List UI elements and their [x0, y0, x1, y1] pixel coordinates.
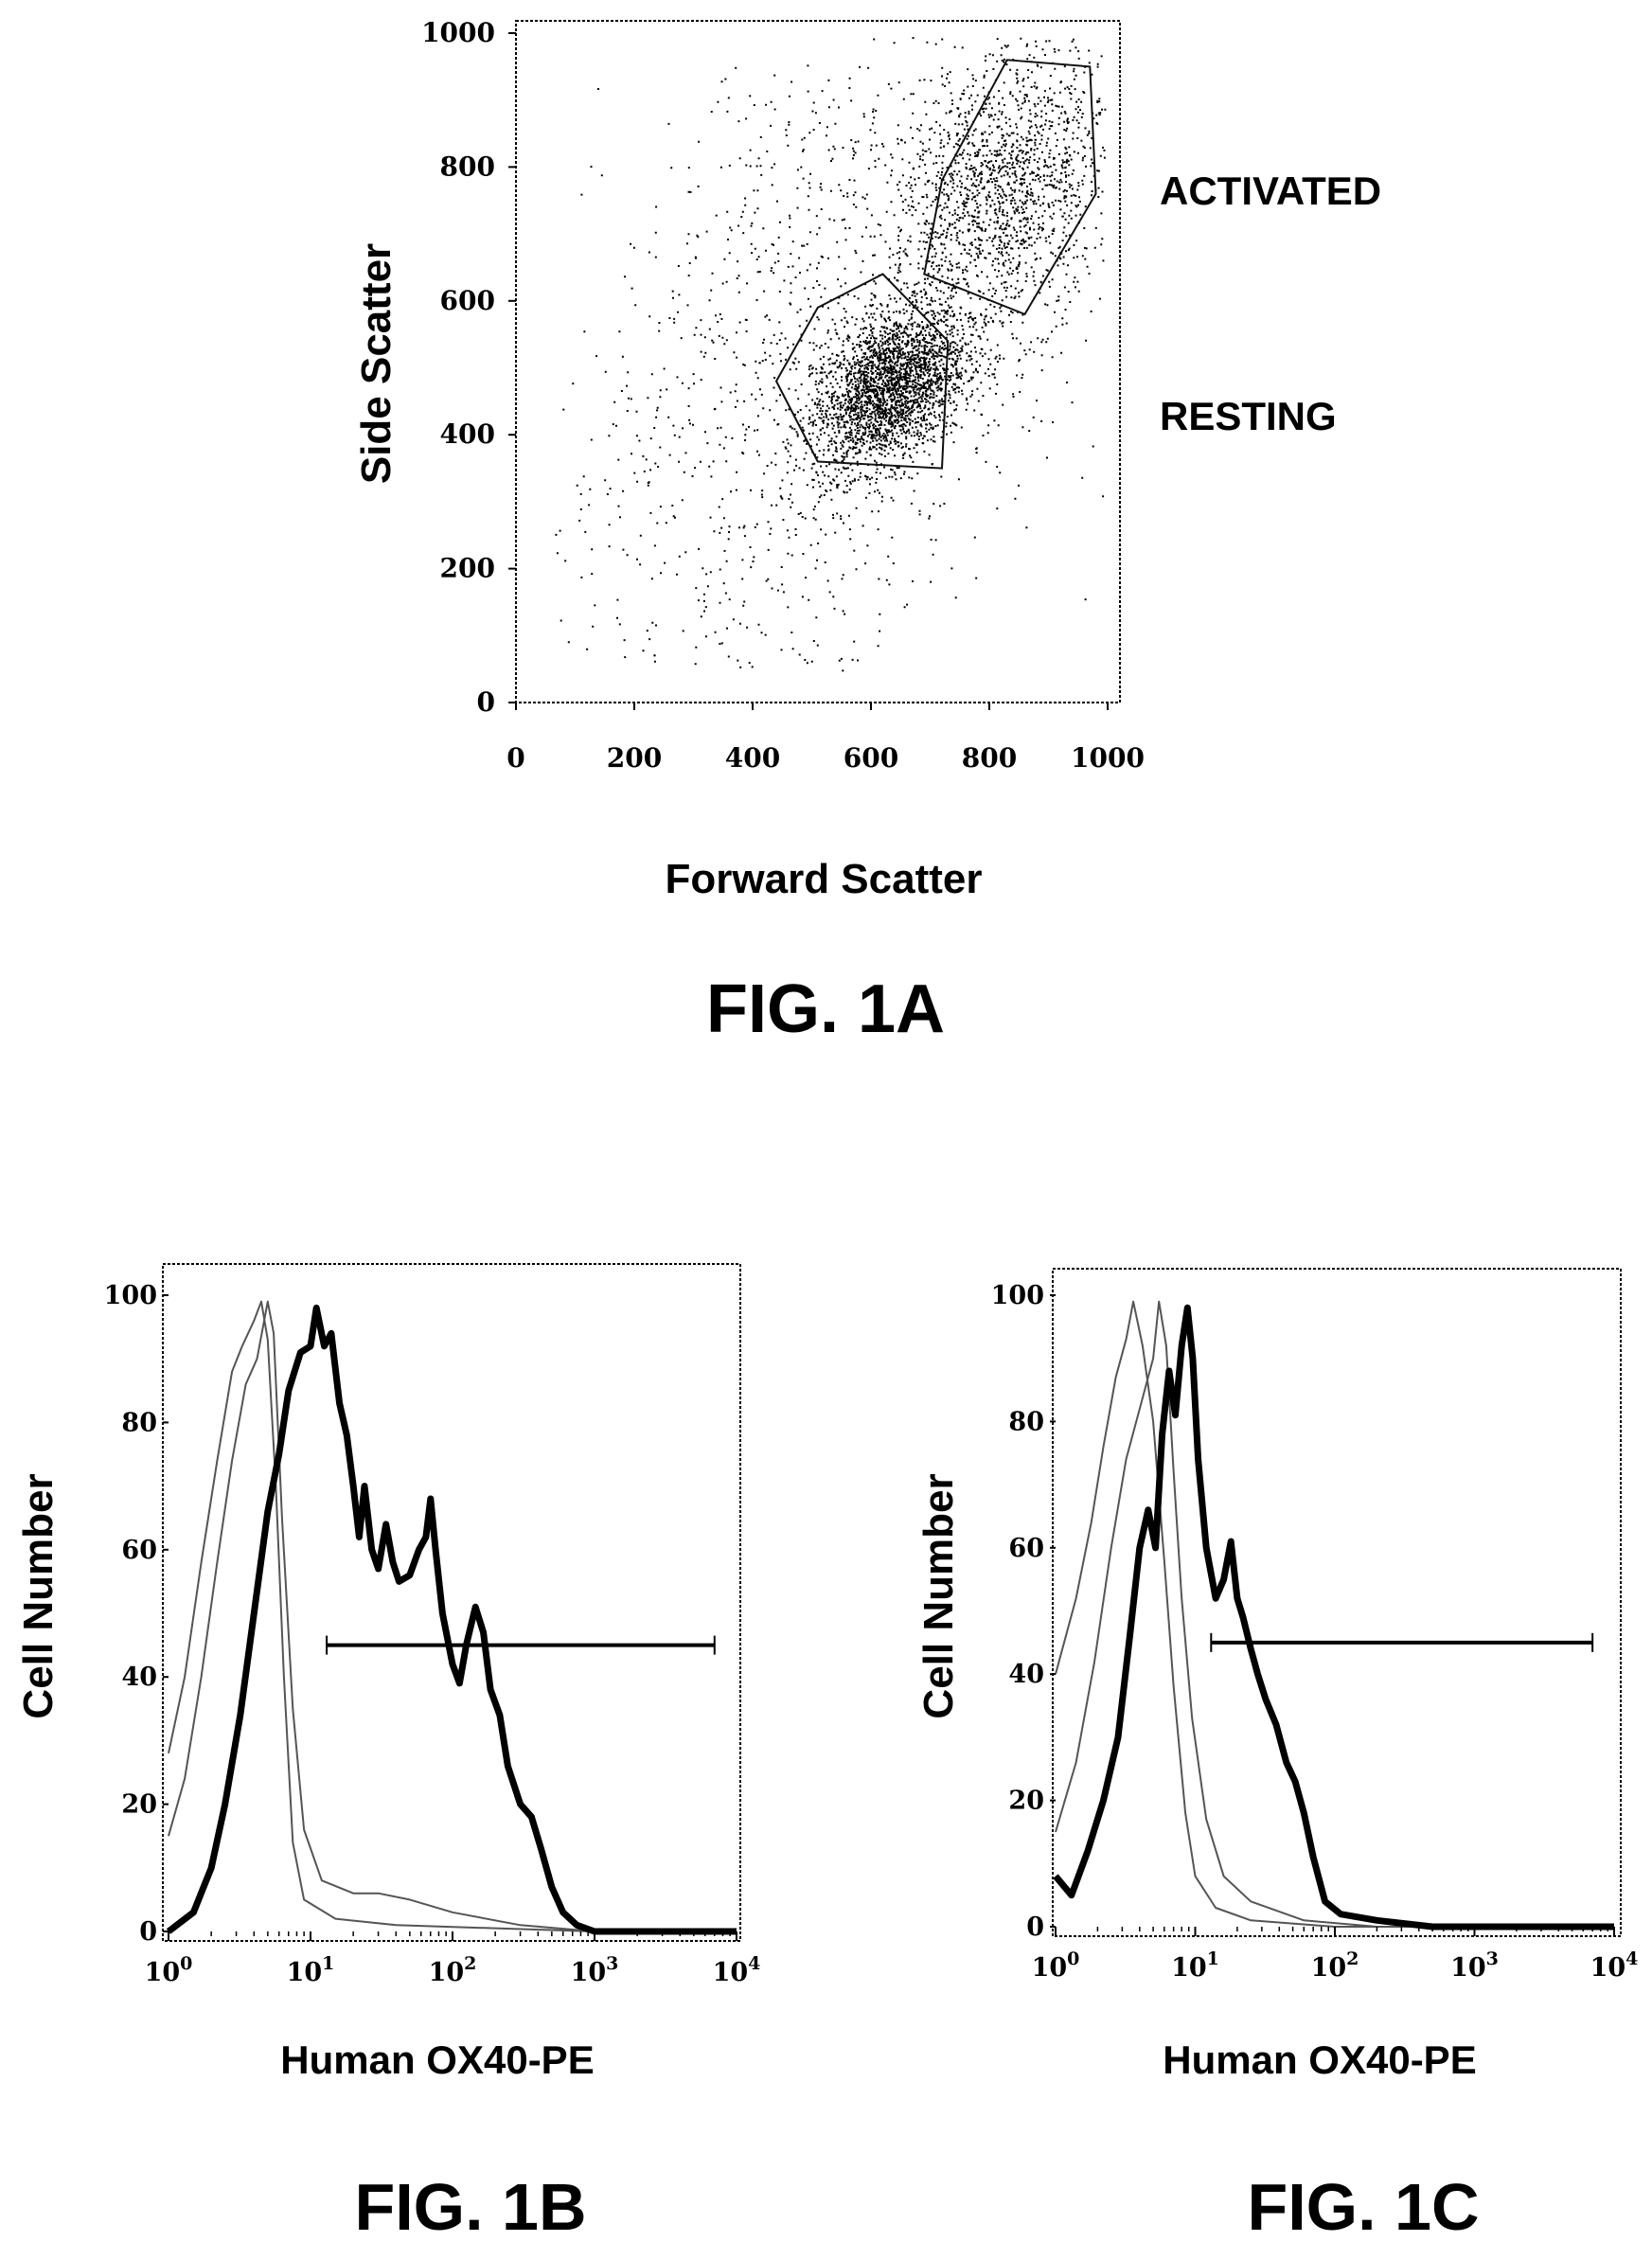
fig-1b-x-tick-label: 101 — [287, 1953, 335, 1987]
fig-1c-histogram-thin-1 — [1055, 1300, 1614, 1928]
fig-1c-y-tick-label: 20 — [1008, 1787, 1044, 1816]
fig-1a-annotation-resting: RESTING — [1160, 394, 1337, 438]
fig-1b-x-tick-label: 104 — [713, 1953, 761, 1987]
fig-1c-y-tick-label: 100 — [991, 1281, 1044, 1310]
fig-1c-y-tick-label: 40 — [1008, 1660, 1044, 1689]
fig-1b-plot-frame — [162, 1263, 741, 1942]
fig-1a-points — [555, 37, 1107, 672]
fig-1a-annotation-activated: ACTIVATED — [1160, 169, 1381, 213]
fig-1b-panel: 0 20 40 60 80 100 100 101 102 103 104 Cell Number… — [15, 1263, 761, 2242]
fig-1a-y-tick-label: 400 — [440, 418, 495, 450]
fig-1a-x-axis-label: Forward Scatter — [666, 856, 983, 902]
fig-1b-y-tick-label: 0 — [139, 1917, 157, 1947]
fig-1a-x-ticks: 0 200 400 600 800 1000 — [506, 703, 1145, 774]
fig-1a-plot-frame — [515, 20, 1121, 703]
fig-1c-x-axis-label: Human OX40-PE — [1163, 2037, 1476, 2082]
fig-1c-figure-label: FIG. 1C — [1247, 2170, 1479, 2242]
fig-1c-series — [1053, 1300, 1614, 1931]
fig-1c-y-ticks: 0 20 40 60 80 100 — [991, 1281, 1056, 1942]
fig-1c-y-axis-label: Cell Number — [915, 1473, 962, 1718]
fig-1b-series — [166, 1300, 737, 1935]
fig-1a-y-tick-label: 1000 — [421, 17, 495, 48]
fig-1a-panel: 0 200 400 600 800 1000 0 200 400 600 800 1000 ACTI… — [353, 17, 1381, 1047]
fig-1c-x-tick-label: 101 — [1171, 1948, 1219, 1983]
fig-1a-scatter-points — [555, 37, 1107, 672]
fig-1b-x-tick-label: 103 — [571, 1953, 619, 1987]
fig-1c-x-tick-label: 104 — [1590, 1948, 1639, 1983]
fig-1b-x-axis-label: Human OX40-PE — [280, 2037, 594, 2082]
fig-1c-y-tick-label: 60 — [1008, 1534, 1044, 1563]
fig-1c-x-tick-label: 100 — [1032, 1948, 1080, 1983]
fig-1a-figure-label: FIG. 1A — [706, 971, 945, 1047]
fig-1c-histogram-thin-0 — [1055, 1300, 1614, 1928]
fig-1b-histogram-bold-2 — [166, 1304, 737, 1935]
fig-1a-y-tick-label: 600 — [440, 285, 495, 316]
fig-1b-y-axis-label: Cell Number — [15, 1473, 62, 1718]
fig-1c-x-tick-label: 103 — [1450, 1948, 1499, 1983]
fig-1b-x-tick-label: 100 — [145, 1953, 193, 1987]
fig-1c-histogram-bold-2 — [1053, 1304, 1614, 1931]
fig-1a-x-tick-label: 800 — [962, 742, 1017, 774]
fig-1a-gate-activated — [923, 59, 1097, 316]
fig-1a-y-tick-label: 0 — [477, 686, 495, 718]
fig-1a-x-tick-label: 600 — [844, 742, 898, 774]
fig-1c-panel: 0 20 40 60 80 100 100 101 102 103 104 Cell Number… — [915, 1268, 1639, 2242]
fig-1a-y-tick-label: 800 — [440, 151, 495, 182]
fig-1a-y-ticks: 0 200 400 600 800 1000 — [421, 17, 516, 718]
fig-1a-x-tick-label: 200 — [607, 742, 662, 774]
fig-1b-figure-label: FIG. 1B — [354, 2170, 586, 2242]
fig-1b-x-tick-label: 102 — [429, 1953, 477, 1987]
fig-1b-y-ticks: 0 20 40 60 80 100 — [104, 1281, 169, 1947]
fig-1c-y-tick-label: 80 — [1008, 1407, 1044, 1436]
fig-1a-gates — [774, 59, 1097, 470]
fig-1c-x-tick-label: 102 — [1311, 1948, 1359, 1983]
fig-1a-gate-resting — [774, 273, 950, 470]
fig-1c-y-tick-label: 0 — [1026, 1913, 1044, 1942]
fig-1b-y-tick-label: 40 — [121, 1663, 157, 1692]
fig-1b-x-ticks: 100 101 102 103 104 — [145, 1931, 761, 1987]
fig-1b-y-tick-label: 80 — [121, 1408, 157, 1437]
fig-1a-x-tick-label: 400 — [725, 742, 780, 774]
fig-1a-x-tick-label: 0 — [506, 742, 524, 774]
fig-1a-y-axis-label: Side Scatter — [353, 243, 400, 484]
fig-1b-y-tick-label: 100 — [104, 1281, 157, 1310]
fig-1c-plot-frame — [1052, 1268, 1622, 1937]
fig-1b-gate-marker — [326, 1635, 716, 1655]
fig-1a-x-tick-label: 1000 — [1071, 742, 1145, 774]
fig-1b-histogram-thin-0 — [168, 1300, 737, 1932]
fig-1a-y-tick-label: 200 — [440, 553, 495, 584]
fig-1c-gate-marker — [1210, 1632, 1594, 1652]
fig-1c-x-ticks: 100 101 102 103 104 — [1032, 1927, 1639, 1983]
fig-1b-histogram-thin-1 — [168, 1300, 737, 1932]
fig-1b-y-tick-label: 20 — [121, 1790, 157, 1820]
fig-1b-y-tick-label: 60 — [121, 1536, 157, 1565]
